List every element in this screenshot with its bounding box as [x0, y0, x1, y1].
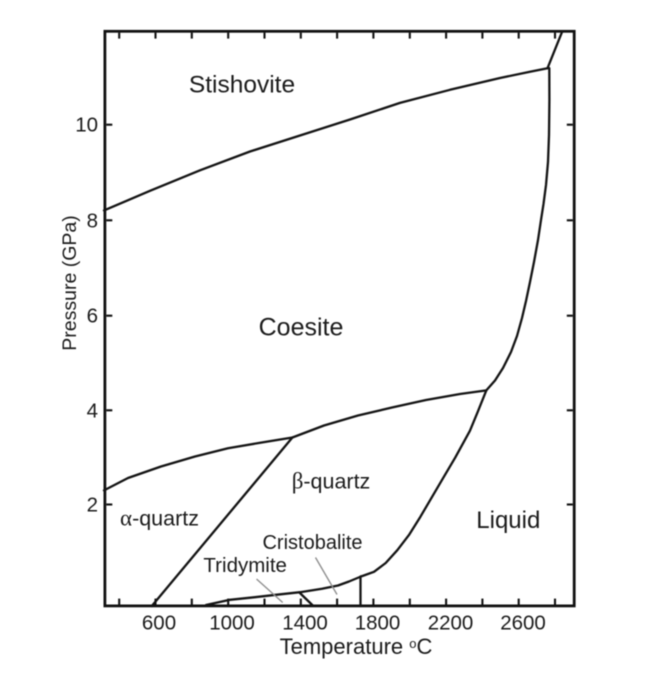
svg-text:Pressure (GPa): Pressure (GPa)	[59, 215, 81, 350]
svg-text:10: 10	[75, 114, 98, 137]
svg-text:1800: 1800	[355, 612, 401, 635]
svg-text:1400: 1400	[282, 612, 328, 635]
svg-text:6: 6	[87, 305, 98, 328]
svg-text:2600: 2600	[500, 612, 546, 635]
svg-text:α-quartz: α-quartz	[120, 506, 199, 531]
svg-text:8: 8	[87, 209, 98, 232]
svg-text:Liquid: Liquid	[476, 507, 540, 534]
svg-text:1000: 1000	[209, 612, 255, 635]
svg-text:Coesite: Coesite	[259, 314, 344, 342]
svg-text:β-quartz: β-quartz	[292, 469, 371, 494]
svg-text:2: 2	[87, 494, 98, 517]
svg-text:2200: 2200	[428, 612, 474, 635]
svg-text:600: 600	[142, 612, 176, 635]
svg-text:Cristobalite: Cristobalite	[262, 532, 362, 554]
svg-text:Temperature oC: Temperature oC	[280, 634, 433, 659]
svg-text:Tridymite: Tridymite	[203, 554, 287, 577]
svg-text:Stishovite: Stishovite	[189, 72, 295, 99]
svg-text:4: 4	[87, 399, 98, 422]
